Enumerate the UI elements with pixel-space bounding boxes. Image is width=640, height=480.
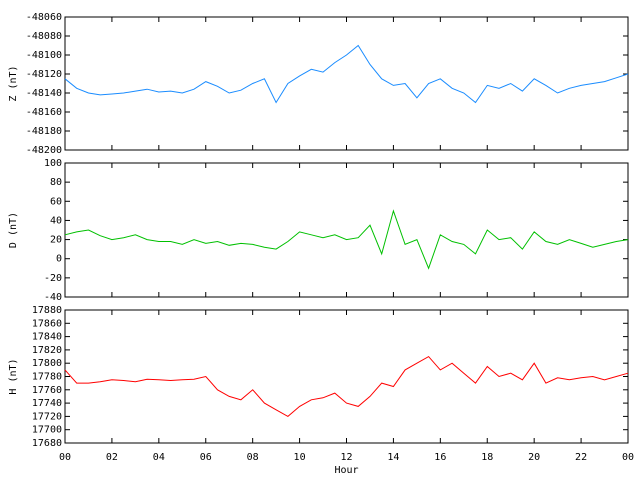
x-tick-label: 12: [340, 452, 352, 463]
x-tick-label: 20: [528, 452, 540, 463]
data-line: [64, 355, 629, 418]
x-tick-label: 22: [575, 452, 587, 463]
y-tick-label: -20: [44, 273, 62, 284]
y-tick-label: -48060: [26, 12, 62, 23]
y-tick-label: 17680: [32, 438, 62, 449]
x-tick-label: 00: [622, 452, 634, 463]
y-tick-label: 17880: [32, 305, 62, 316]
y-tick-label: -48180: [26, 126, 62, 137]
x-tick-label: 06: [200, 452, 212, 463]
y-axis-label: Z (nT): [8, 65, 19, 101]
y-tick-label: 17800: [32, 358, 62, 369]
y-tick-label: -48140: [26, 88, 62, 99]
x-tick-label: 02: [106, 452, 118, 463]
y-tick-label: 17740: [32, 398, 62, 409]
y-tick-label: -48120: [26, 69, 62, 80]
x-tick-label: 18: [481, 452, 493, 463]
x-tick-label: 10: [294, 452, 306, 463]
x-tick-label: 16: [434, 452, 446, 463]
y-axis-label: H (nT): [8, 358, 19, 394]
data-line: [64, 44, 629, 104]
y-tick-label: 60: [50, 196, 62, 207]
y-tick-label: 100: [44, 158, 62, 169]
plot-frame: [64, 162, 629, 298]
y-tick-label: 17700: [32, 425, 62, 436]
plot-frame: [64, 309, 629, 444]
x-tick-label: 08: [247, 452, 259, 463]
x-tick-label: 00: [59, 452, 71, 463]
y-tick-label: -48160: [26, 107, 62, 118]
y-tick-label: -40: [44, 292, 62, 303]
y-tick-label: -48080: [26, 31, 62, 42]
y-tick-label: -48100: [26, 50, 62, 61]
y-tick-label: 17820: [32, 345, 62, 356]
plot-frame: [64, 16, 629, 151]
y-tick-label: -48200: [26, 145, 62, 156]
y-tick-label: 20: [50, 235, 62, 246]
y-tick-label: 40: [50, 215, 62, 226]
y-tick-label: 17840: [32, 332, 62, 343]
y-tick-label: 17860: [32, 318, 62, 329]
x-tick-label: 14: [387, 452, 399, 463]
y-tick-label: 17720: [32, 411, 62, 422]
y-tick-label: 80: [50, 177, 62, 188]
y-tick-label: 17760: [32, 385, 62, 396]
y-tick-label: 0: [56, 254, 62, 265]
y-tick-label: 17780: [32, 372, 62, 383]
y-axis-label: D (nT): [8, 212, 19, 248]
x-tick-label: 04: [153, 452, 165, 463]
x-axis-label: Hour: [334, 465, 358, 476]
data-line: [64, 209, 629, 270]
